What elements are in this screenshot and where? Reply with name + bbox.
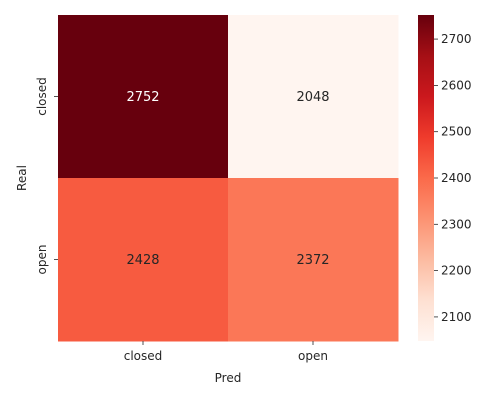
heatmap-cell-0-1 [228, 15, 399, 179]
x-tick-label: open [298, 349, 328, 363]
heatmap-cell-1-0 [58, 178, 229, 342]
colorbar-tick-label: 2500 [441, 125, 472, 139]
x-tick-label: closed [124, 349, 163, 363]
x-axis-ticks: closed open [124, 341, 328, 363]
cell-value-label: 2428 [126, 253, 159, 268]
colorbar-tick-label: 2100 [441, 310, 472, 324]
heatmap-cell-0-0 [58, 15, 229, 179]
colorbar [418, 15, 434, 341]
heatmap-cell-1-1 [228, 178, 399, 342]
colorbar-tick-label: 2400 [441, 171, 472, 185]
colorbar-tick-label: 2300 [441, 217, 472, 231]
cell-value-label: 2372 [296, 253, 329, 268]
colorbar-tick-label: 2200 [441, 264, 472, 278]
colorbar-tick-label: 2600 [441, 78, 472, 92]
cell-value-labels: 2752 2048 2428 2372 [126, 90, 329, 268]
colorbar-ticks: 2100 2200 2300 2400 2500 2600 2700 [434, 32, 472, 324]
colorbar-tick-label: 2700 [441, 32, 472, 46]
y-axis-ticks: closed open [35, 77, 58, 274]
heatmap-cells [58, 15, 399, 342]
cell-value-label: 2048 [296, 90, 329, 105]
y-tick-label: closed [35, 77, 49, 116]
x-axis-label: Pred [215, 371, 242, 385]
y-axis-label: Real [15, 165, 29, 191]
cell-value-label: 2752 [126, 90, 159, 105]
y-tick-label: open [35, 245, 49, 275]
